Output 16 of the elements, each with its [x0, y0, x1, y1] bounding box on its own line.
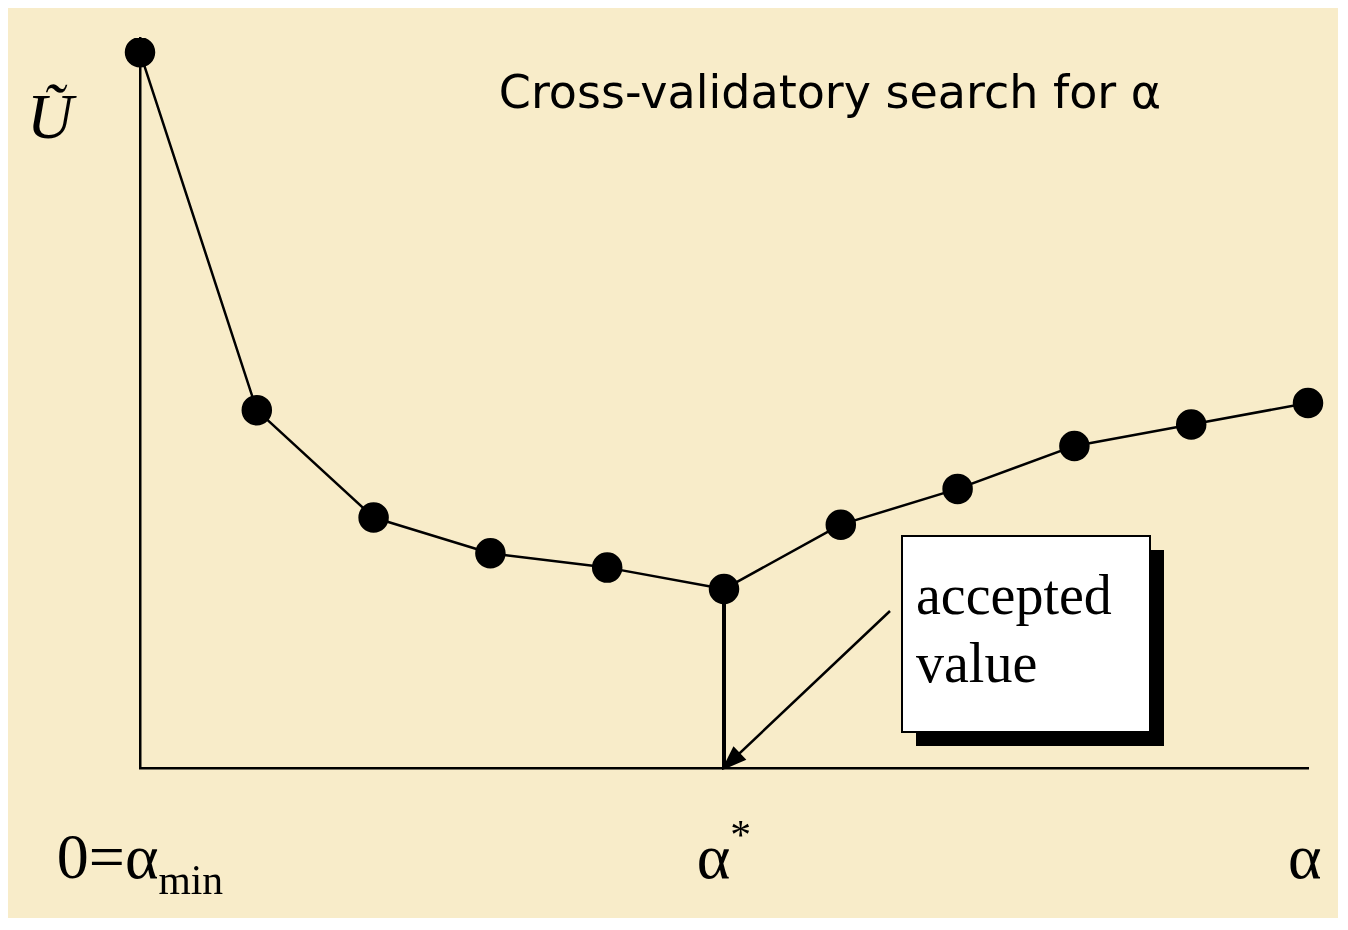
point	[475, 538, 506, 569]
point	[124, 38, 156, 68]
point	[1175, 409, 1207, 440]
point	[591, 552, 623, 583]
x-tick-label: α*	[696, 812, 752, 892]
point	[942, 473, 973, 505]
point	[1292, 387, 1324, 419]
x-axis-title: α	[1288, 821, 1322, 892]
point	[1059, 430, 1090, 462]
annotation: accepted value	[916, 564, 1112, 694]
chart-title: Cross-validatory search for α	[498, 65, 1162, 119]
point	[825, 509, 857, 540]
y-axis-title: Ũ	[26, 81, 77, 152]
point	[358, 502, 389, 533]
point	[708, 573, 740, 605]
point	[241, 394, 273, 426]
